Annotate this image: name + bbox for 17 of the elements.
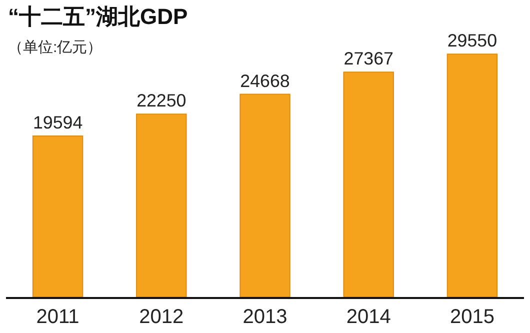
data-label: 19594 bbox=[32, 112, 83, 132]
data-label: 27367 bbox=[344, 48, 394, 69]
x-tick-label: 2011 bbox=[36, 306, 80, 328]
data-label: 22250 bbox=[136, 90, 186, 111]
x-tick-label: 2012 bbox=[139, 306, 184, 328]
bar bbox=[446, 54, 498, 297]
chart-subtitle: （单位:亿元） bbox=[8, 39, 102, 56]
x-tick-label: 2014 bbox=[346, 306, 391, 328]
bar bbox=[343, 72, 394, 297]
data-label: 24668 bbox=[240, 70, 290, 91]
bar bbox=[136, 114, 187, 297]
bar bbox=[32, 135, 84, 297]
x-tick-label: 2013 bbox=[242, 306, 288, 328]
chart-title: “十二五”湖北GDP bbox=[8, 4, 188, 29]
data-label: 29550 bbox=[447, 30, 498, 51]
bar bbox=[240, 94, 290, 297]
x-tick-label: 2015 bbox=[450, 306, 494, 328]
